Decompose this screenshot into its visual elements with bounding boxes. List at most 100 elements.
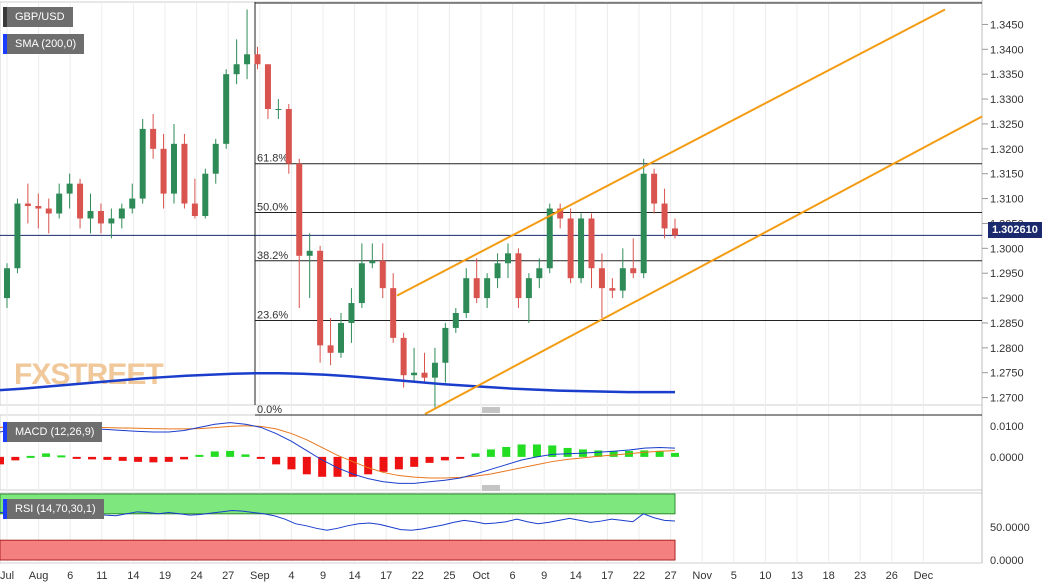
candle-up — [212, 143, 219, 174]
candle-down — [567, 218, 574, 279]
x-tick-label: 9 — [541, 570, 547, 582]
macd-histogram-bar — [302, 456, 311, 475]
macd-histogram-bar — [456, 456, 465, 459]
candle-down — [473, 278, 480, 299]
x-tick-label: 11 — [96, 570, 107, 582]
macd-histogram-bar — [118, 456, 127, 461]
x-tick-label: Sep — [250, 570, 270, 582]
macd-histogram-bar — [164, 456, 173, 462]
macd-y-tick-label: 0.0100 — [990, 421, 1024, 433]
macd-histogram-bar — [149, 456, 158, 463]
macd-histogram-bar — [256, 456, 265, 459]
fib-label: 50.0% — [257, 202, 288, 214]
sma-label: SMA (200,0) — [3, 34, 85, 54]
macd-histogram-bar — [379, 456, 388, 472]
candle-up — [338, 322, 344, 353]
candle-up — [14, 203, 21, 269]
macd-histogram-bar — [318, 456, 327, 477]
x-tick-label: 14 — [348, 570, 360, 582]
candle-up — [306, 250, 313, 256]
macd-y-tick-label: 0.0000 — [990, 452, 1024, 464]
macd-histogram-bar — [486, 449, 495, 457]
y-tick-label: 1.3100 — [990, 194, 1024, 206]
macd-histogram-bar — [272, 456, 281, 465]
fib-label: 23.6% — [257, 309, 288, 321]
candle-up — [139, 128, 146, 199]
candle-up — [108, 218, 115, 224]
x-tick-label: 13 — [791, 570, 803, 582]
x-tick-label: 17 — [380, 570, 392, 582]
candle-down — [390, 288, 397, 338]
macd-histogram-bar — [195, 454, 204, 457]
candle-down — [160, 148, 167, 194]
candle-down — [400, 337, 407, 376]
candle-down — [254, 54, 261, 65]
macd-histogram-bar — [88, 456, 97, 460]
y-tick-label: 1.2800 — [990, 343, 1024, 355]
candle-down — [379, 260, 386, 289]
x-tick-label: 17 — [601, 570, 613, 582]
candle-down — [264, 64, 271, 110]
candle-up — [4, 268, 10, 299]
candle-up — [223, 74, 230, 144]
macd-histogram-bar — [563, 447, 572, 457]
candle-down — [181, 143, 188, 204]
candle-up — [525, 278, 532, 299]
macd-histogram-bar — [210, 451, 219, 457]
y-tick-label: 1.2850 — [990, 318, 1024, 330]
candle-down — [77, 183, 84, 219]
candle-down — [35, 206, 42, 209]
candle-down — [421, 372, 428, 378]
macd-histogram-bar — [425, 456, 434, 463]
y-tick-label: 1.3350 — [990, 69, 1024, 81]
symbol-label: GBP/USD — [3, 7, 73, 27]
fib-label: 38.2% — [257, 250, 288, 262]
candle-down — [191, 203, 198, 216]
x-tick-label: 14 — [570, 570, 582, 582]
candle-down — [651, 173, 658, 204]
watermark-text: FXSTREET — [14, 358, 163, 391]
channel-lower-line — [424, 115, 983, 415]
candle-up — [452, 313, 459, 328]
candle-down — [630, 268, 637, 274]
x-tick-label: 27 — [664, 570, 676, 582]
x-tick-label: 19 — [159, 570, 171, 582]
candle-up — [202, 173, 209, 216]
x-tick-label: 4 — [288, 570, 294, 582]
macd-histogram-bar — [26, 455, 35, 458]
x-tick-label: 23 — [854, 570, 866, 582]
candle-up — [463, 278, 470, 314]
candle-up — [66, 183, 73, 194]
candle-down — [45, 208, 52, 214]
candle-up — [431, 362, 438, 378]
macd-histogram-bar — [471, 453, 480, 457]
macd-histogram-bar — [655, 450, 664, 457]
candle-up — [348, 303, 355, 323]
candle-down — [515, 253, 522, 299]
x-tick-label: Dec — [914, 570, 934, 582]
y-tick-label: 1.3300 — [990, 94, 1024, 106]
x-tick-label: 14 — [127, 570, 139, 582]
y-tick-label: 1.3250 — [990, 119, 1024, 131]
x-tick-label: 6 — [510, 570, 516, 582]
macd-histogram-bar — [134, 456, 143, 462]
x-tick-label: Jul — [0, 570, 14, 582]
macd-histogram-bar — [57, 455, 66, 458]
channel-upper-line — [396, 8, 946, 297]
main-panel-frame — [0, 1, 983, 406]
candle-down — [661, 203, 668, 229]
x-tick-label: 22 — [412, 570, 424, 582]
candle-up — [640, 173, 647, 274]
macd-label: MACD (12,26,9) — [3, 422, 103, 442]
x-tick-label: 6 — [67, 570, 73, 582]
candle-up — [546, 208, 553, 269]
candle-up — [275, 109, 282, 111]
candle-down — [317, 250, 324, 346]
candle-up — [369, 260, 376, 264]
candle-up — [536, 268, 543, 279]
macd-histogram-bar — [394, 456, 403, 470]
macd-histogram-bar — [517, 444, 526, 457]
macd-histogram-bar — [333, 456, 342, 477]
macd-histogram-bar — [348, 456, 357, 477]
macd-histogram-bar — [671, 452, 679, 457]
